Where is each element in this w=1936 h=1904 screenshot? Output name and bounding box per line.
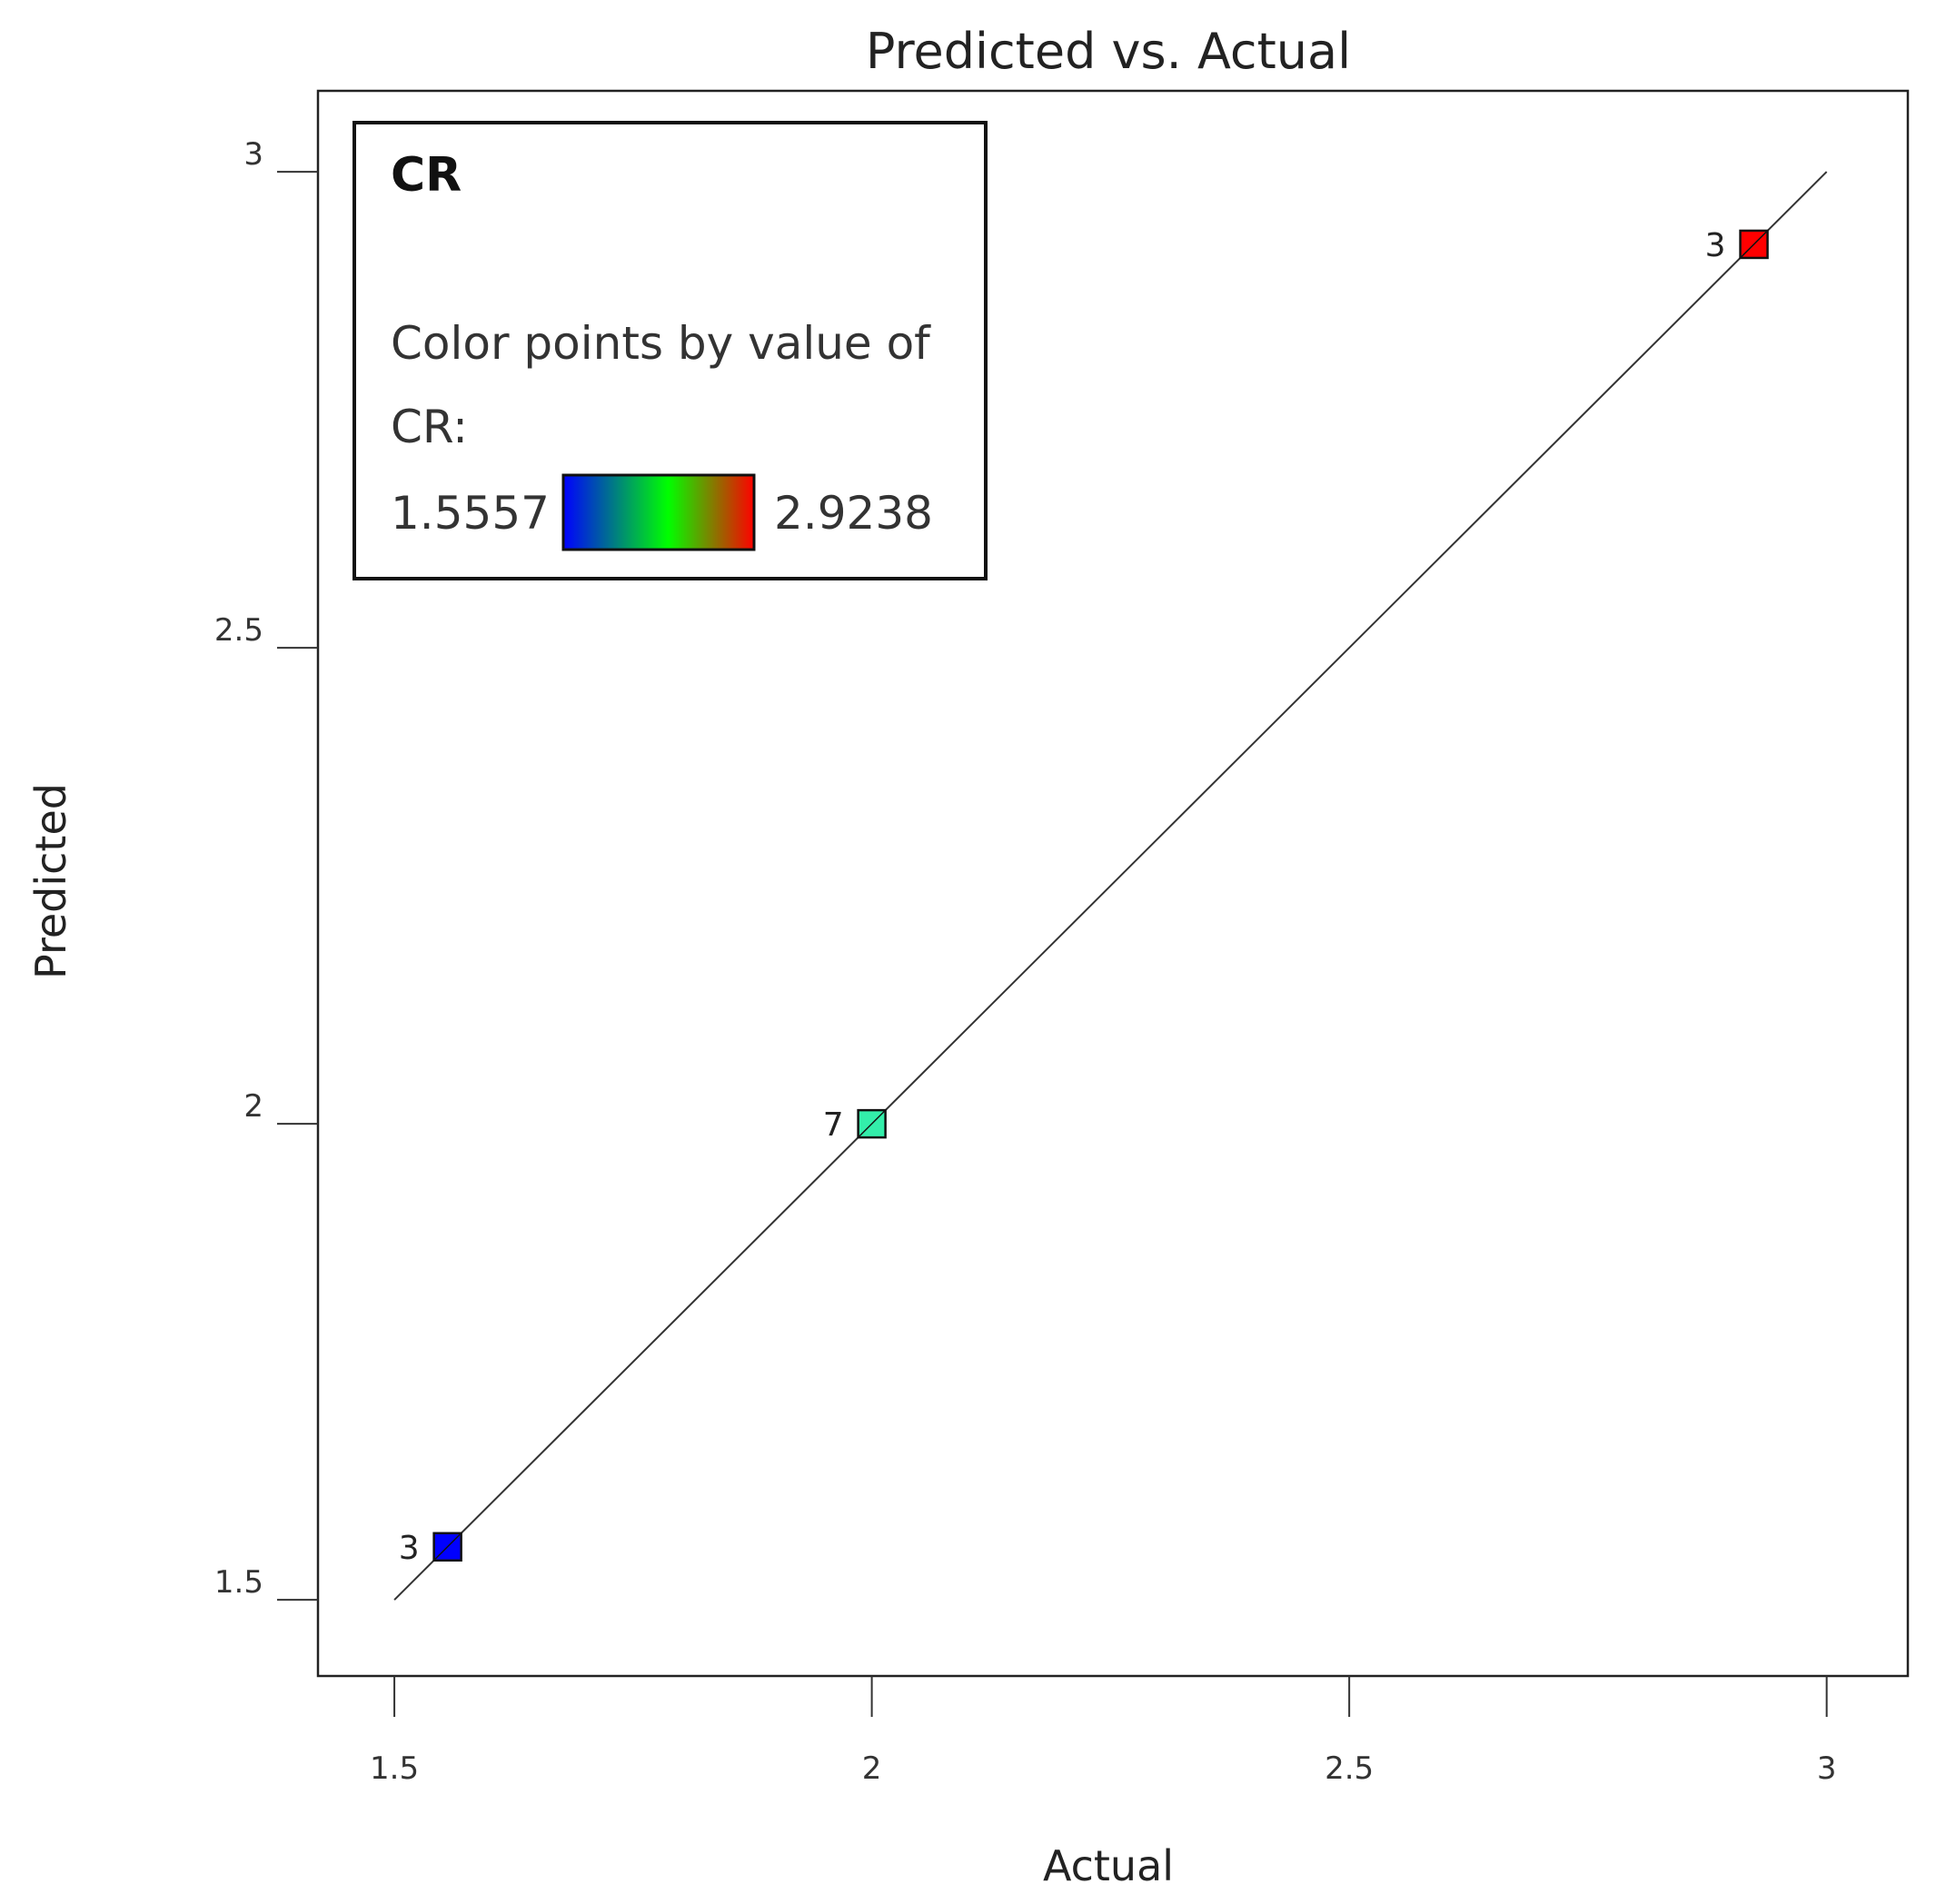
chart-title: Predicted vs. Actual [866, 23, 1351, 80]
legend-title: CR [391, 148, 462, 203]
x-axis-label: Actual [1043, 1841, 1174, 1890]
legend-color-gradient [561, 473, 756, 551]
legend-description-line2: CR: [391, 401, 468, 453]
data-point-marker-slash [858, 1109, 887, 1138]
data-point: 3 [399, 1530, 462, 1567]
legend-box: CR Color points by value of CR: 1.5557 2… [352, 121, 988, 580]
x-axis-ticks: 1.5 2 2.5 3 [370, 1676, 1836, 1787]
reference-line [393, 171, 1828, 1601]
data-point-count-label: 3 [399, 1530, 420, 1567]
legend-min-label: 1.5557 [391, 487, 550, 540]
legend-max-label: 2.9238 [774, 487, 933, 540]
data-point: 7 [823, 1106, 887, 1144]
x-tick-label: 2.5 [1325, 1750, 1374, 1787]
data-point-marker-slash [433, 1532, 462, 1562]
x-tick-label: 1.5 [370, 1750, 419, 1787]
data-point: 3 [1705, 227, 1769, 264]
y-tick-label: 1.5 [214, 1564, 263, 1601]
data-points: 3 7 3 [399, 227, 1769, 1567]
data-point-count-label: 3 [1705, 227, 1726, 264]
y-tick-label: 3 [243, 136, 263, 173]
y-tick-label: 2.5 [214, 612, 263, 649]
y-axis-label: Predicted [26, 783, 75, 979]
x-tick-label: 3 [1817, 1750, 1837, 1787]
plot-area-frame [316, 89, 1910, 1678]
y-tick-label: 2 [243, 1088, 263, 1125]
data-point-count-label: 7 [823, 1106, 844, 1144]
legend-description-line1: Color points by value of [391, 317, 931, 370]
data-point-marker-slash [1740, 230, 1769, 259]
x-tick-label: 2 [862, 1750, 882, 1787]
y-axis-ticks: 1.5 2 2.5 3 [214, 136, 318, 1602]
